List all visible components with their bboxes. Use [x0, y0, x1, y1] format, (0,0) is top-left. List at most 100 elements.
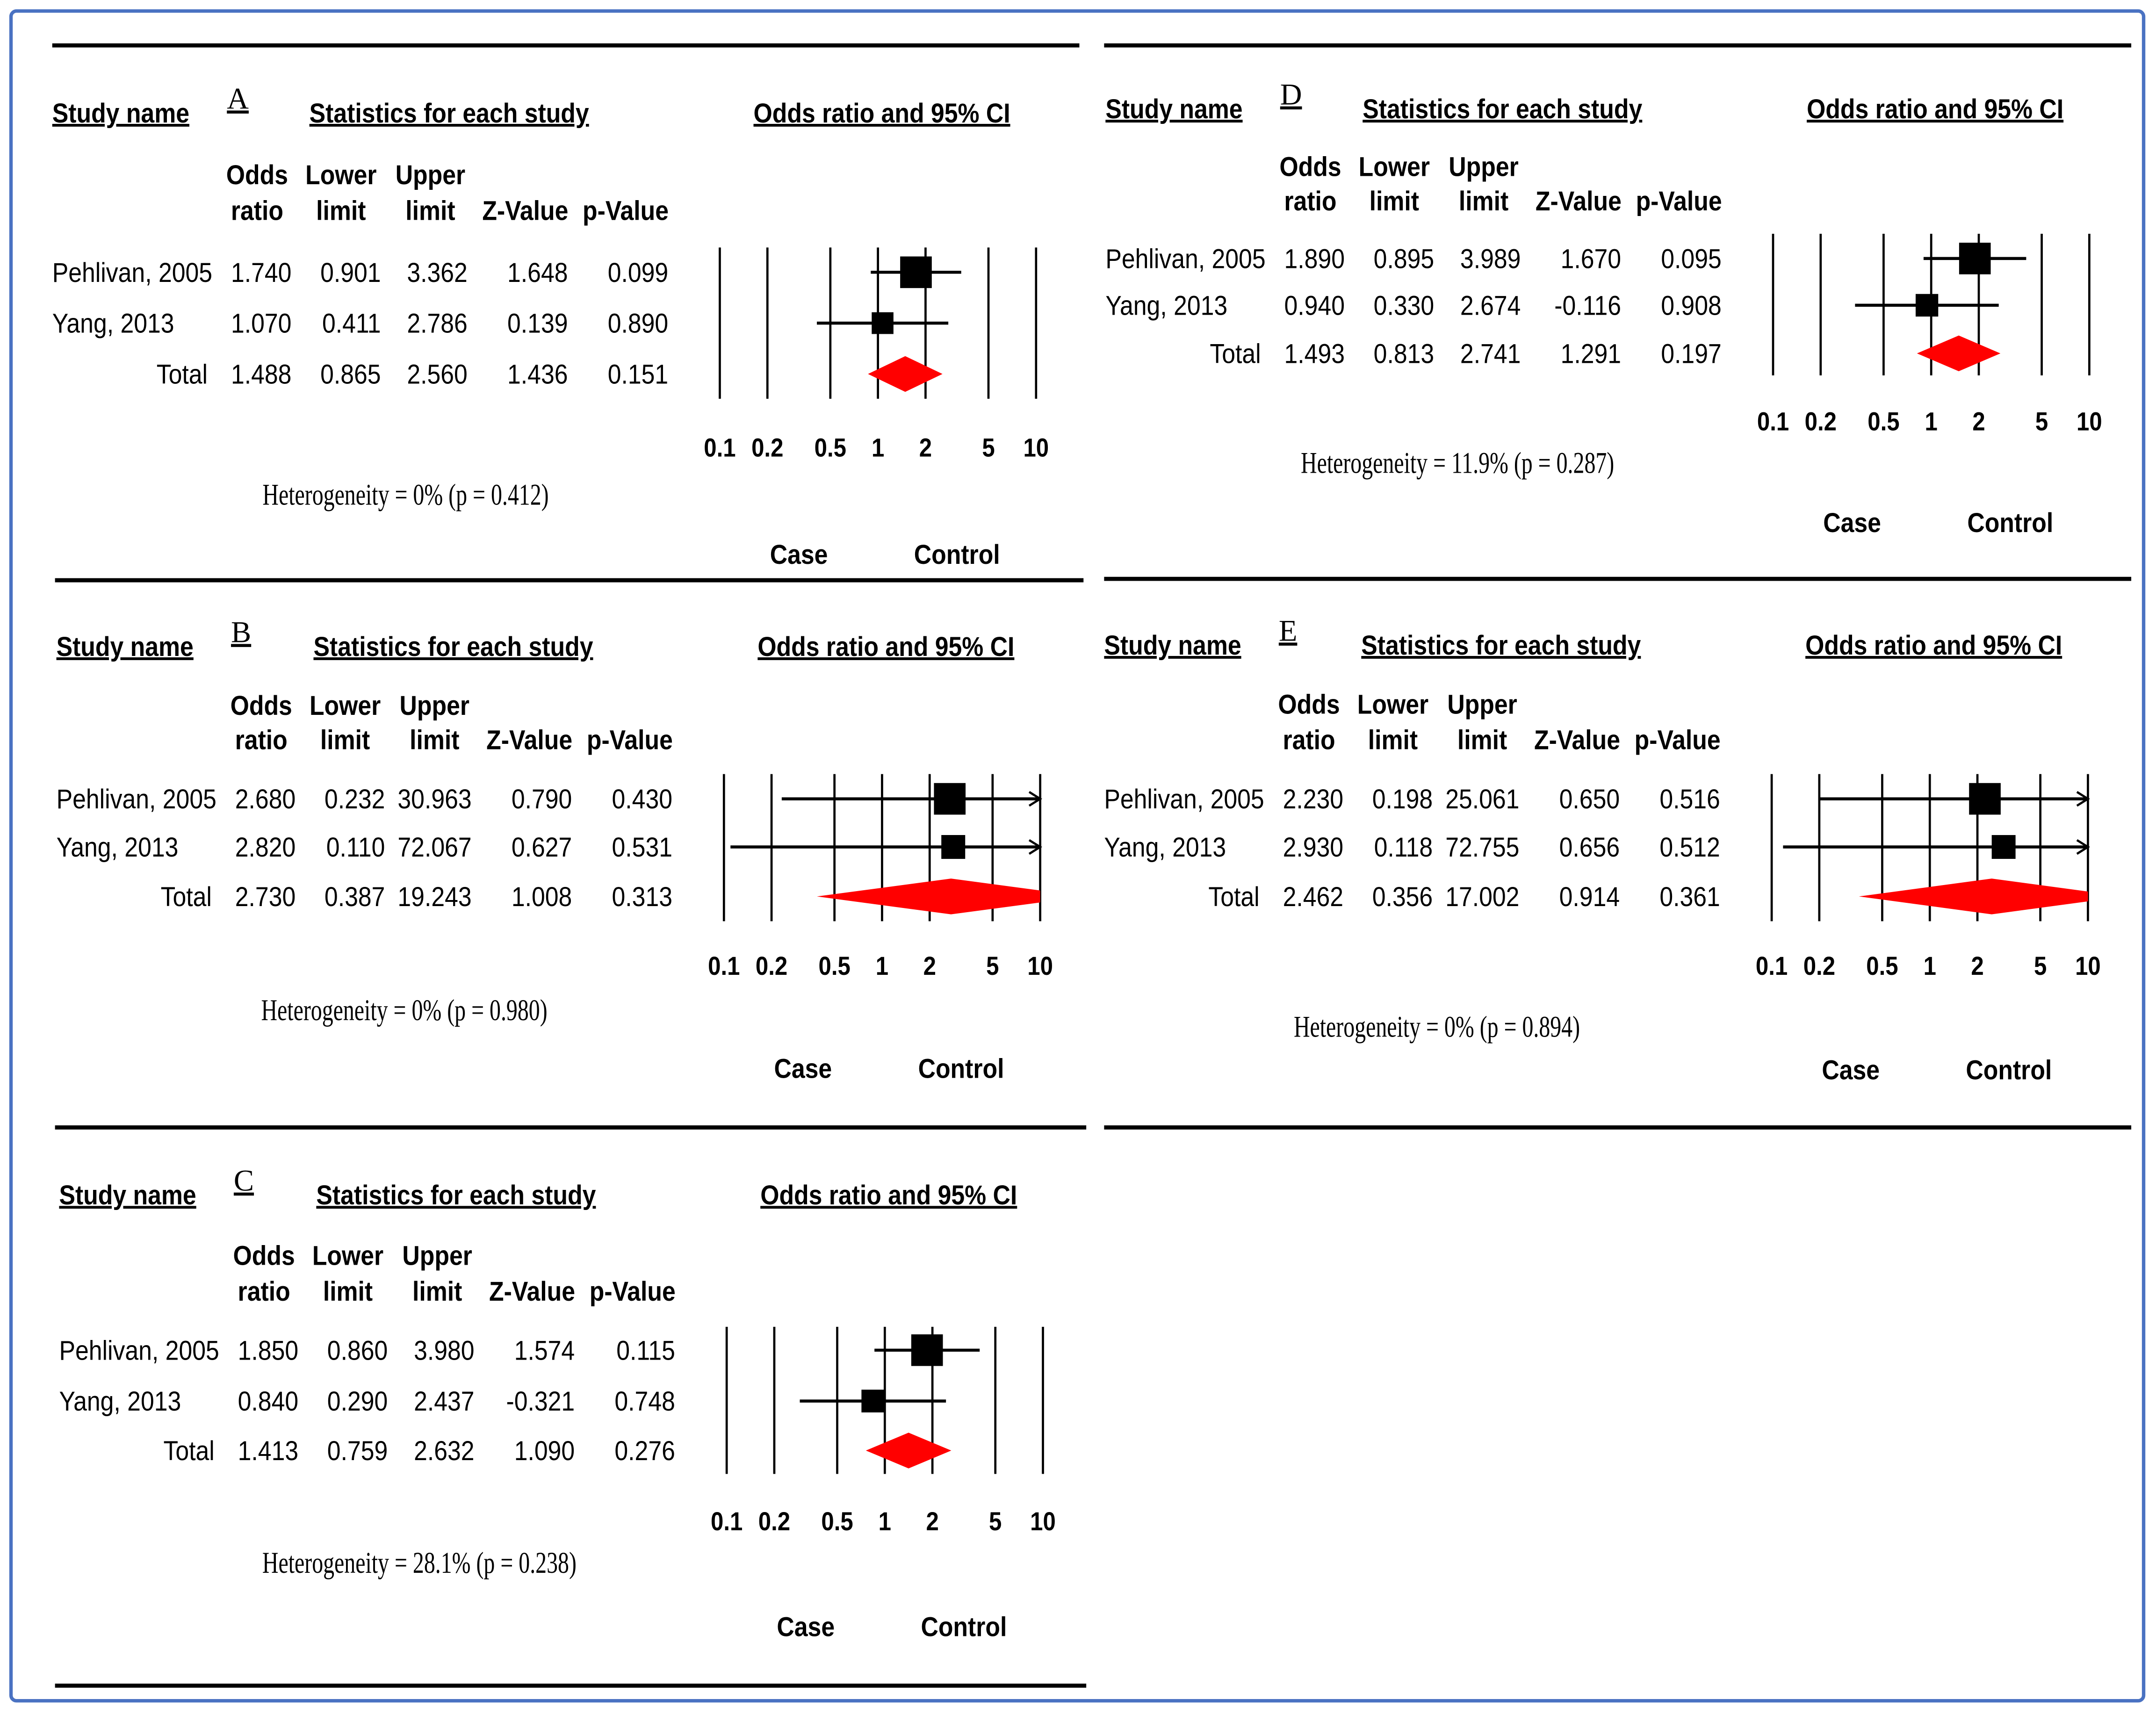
- favours-control-label: Control: [1966, 1054, 2052, 1085]
- table-cell: 1.070: [231, 308, 291, 339]
- study-name-header: Study name: [1105, 94, 1242, 124]
- table-cell: 72.755: [1445, 832, 1519, 863]
- study-name: Pehlivan, 2005: [57, 784, 216, 814]
- table-cell: 0.095: [1661, 243, 1721, 274]
- table-cell: 0.387: [324, 881, 385, 912]
- table-cell: 0.512: [1659, 832, 1720, 863]
- study-name-header: Study name: [59, 1180, 196, 1210]
- study-name-header: Study name: [1104, 630, 1241, 661]
- study-name: Yang, 2013: [1105, 290, 1227, 321]
- panel-label: A: [227, 81, 249, 115]
- study-square: [941, 835, 966, 859]
- table-cell: 0.197: [1661, 338, 1721, 369]
- table-cell: 0.656: [1559, 832, 1620, 863]
- table-cell: 1.413: [238, 1435, 298, 1466]
- tick-label: 0.2: [751, 433, 783, 462]
- tick-label: 0.1: [711, 1507, 743, 1536]
- table-cell: -0.321: [506, 1386, 575, 1417]
- table-cell: 1.090: [514, 1435, 575, 1466]
- table-cell: 0.115: [616, 1335, 675, 1366]
- table-cell: 2.730: [235, 881, 296, 912]
- tick-label: 2: [919, 433, 932, 462]
- column-header-top: Odds: [231, 690, 292, 721]
- statistics-header: Statistics for each study: [1361, 630, 1641, 661]
- tick-label: 0.5: [815, 433, 846, 462]
- study-name: Yang, 2013: [52, 308, 174, 339]
- table-cell: 30.963: [397, 784, 471, 814]
- tick-label: 5: [982, 433, 995, 462]
- column-header-top: Lower: [1357, 689, 1428, 720]
- table-cell: 0.139: [507, 308, 568, 339]
- total-label: Total: [163, 1435, 214, 1466]
- table-cell: 0.430: [612, 784, 672, 814]
- study-square: [911, 1334, 943, 1366]
- tick-label: 5: [2035, 407, 2048, 437]
- summary-diamond: [1917, 335, 2001, 372]
- chart-title: Odds ratio and 95% CI: [1807, 94, 2063, 124]
- tick-label: 0.5: [818, 951, 850, 981]
- heterogeneity-text: Heterogeneity = 11.9% (p = 0.287): [1301, 447, 1614, 480]
- table-cell: 1.670: [1561, 243, 1621, 274]
- table-cell: 2.820: [235, 832, 296, 863]
- table-cell: 2.786: [407, 308, 467, 339]
- table-cell: 1.850: [238, 1335, 298, 1366]
- table-cell: 72.067: [397, 832, 471, 863]
- table-cell: 0.330: [1374, 290, 1434, 321]
- panel-label: B: [231, 615, 251, 648]
- favours-control-label: Control: [1967, 507, 2053, 538]
- summary-diamond: [865, 1433, 952, 1469]
- ci-arrow-right: [2076, 791, 2090, 807]
- column-header-bottom: ratio: [235, 725, 288, 756]
- panel-label: C: [234, 1164, 254, 1197]
- column-header-bottom: limit: [316, 195, 366, 226]
- table-cell: 0.627: [512, 832, 572, 863]
- table-cell: 0.099: [608, 257, 668, 288]
- statistics-header: Statistics for each study: [313, 631, 593, 662]
- study-name-header: Study name: [57, 631, 194, 662]
- column-header-bottom: limit: [1459, 186, 1508, 216]
- forest-panel-a: Study name A Statistics for each study Odds…: [52, 81, 1049, 569]
- table-cell: 2.930: [1283, 832, 1343, 863]
- favours-control-label: Control: [914, 539, 1000, 570]
- ci-arrow-right: [1028, 839, 1043, 855]
- tick-label: 10: [1030, 1507, 1056, 1536]
- tick-label: 10: [1023, 433, 1049, 462]
- study-square: [1991, 835, 2016, 859]
- tick-label: 10: [1027, 951, 1053, 981]
- column-header-bottom: limit: [1368, 725, 1418, 756]
- column-header-top: Upper: [400, 690, 469, 721]
- column-header-bottom: limit: [1370, 186, 1419, 216]
- table-cell: 0.290: [327, 1386, 388, 1417]
- tick-label: 5: [2034, 951, 2047, 981]
- study-square: [1969, 783, 2001, 815]
- column-header-top: Upper: [1447, 689, 1517, 720]
- tick-label: 0.2: [1803, 951, 1835, 981]
- table-cell: 0.840: [238, 1386, 298, 1417]
- column-header-bottom: ratio: [238, 1276, 290, 1307]
- favours-case-label: Case: [1822, 1054, 1880, 1085]
- heterogeneity-text: Heterogeneity = 28.1% (p = 0.238): [262, 1546, 577, 1580]
- table-cell: 0.901: [320, 257, 381, 288]
- column-header-bottom: Z-Value: [482, 195, 568, 226]
- favours-case-label: Case: [774, 1053, 832, 1084]
- table-cell: 3.989: [1460, 243, 1521, 274]
- column-header-bottom: limit: [320, 725, 370, 756]
- table-cell: 1.488: [231, 359, 291, 389]
- table-cell: 0.813: [1374, 338, 1434, 369]
- tick-label: 10: [2075, 951, 2101, 981]
- column-header-top: Lower: [312, 1240, 383, 1271]
- column-header-bottom: limit: [410, 725, 459, 756]
- tick-label: 0.1: [704, 433, 735, 462]
- table-cell: 0.531: [612, 832, 672, 863]
- table-cell: 2.437: [414, 1386, 474, 1417]
- chart-title: Odds ratio and 95% CI: [1805, 630, 2062, 661]
- table-cell: 1.648: [507, 257, 568, 288]
- column-header-bottom: p-Value: [587, 725, 673, 756]
- table-cell: 0.198: [1372, 784, 1433, 814]
- column-header-bottom: limit: [412, 1276, 462, 1307]
- table-cell: 2.560: [407, 359, 467, 389]
- column-header-bottom: limit: [323, 1276, 373, 1307]
- column-header-top: Odds: [233, 1240, 295, 1271]
- table-cell: 1.291: [1561, 338, 1621, 369]
